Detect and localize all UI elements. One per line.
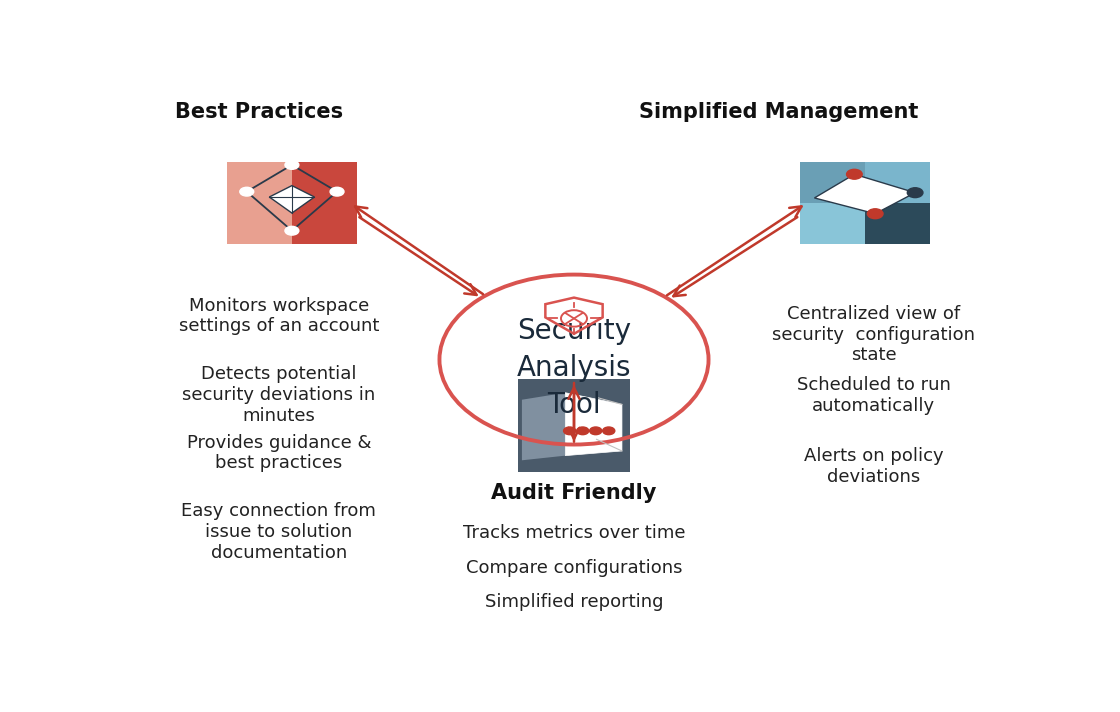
FancyBboxPatch shape: [292, 162, 357, 244]
Text: Best Practices: Best Practices: [175, 102, 343, 122]
Polygon shape: [566, 393, 622, 456]
Text: Centralized view of
security  configuration
state: Centralized view of security configurati…: [772, 305, 974, 365]
Circle shape: [589, 427, 601, 434]
Circle shape: [563, 427, 576, 434]
Text: Monitors workspace
settings of an account: Monitors workspace settings of an accoun…: [179, 296, 379, 335]
Text: Simplified reporting: Simplified reporting: [485, 593, 663, 611]
Circle shape: [284, 226, 299, 235]
Circle shape: [847, 169, 862, 179]
Text: Simplified Management: Simplified Management: [640, 102, 918, 122]
Polygon shape: [522, 393, 566, 460]
Text: Detects potential
security deviations in
minutes: Detects potential security deviations in…: [183, 365, 375, 424]
Circle shape: [284, 160, 299, 169]
Polygon shape: [269, 186, 315, 213]
Circle shape: [330, 187, 344, 196]
Circle shape: [603, 427, 615, 434]
FancyBboxPatch shape: [226, 162, 292, 244]
Text: Tracks metrics over time: Tracks metrics over time: [463, 524, 685, 542]
Text: Alerts on policy
deviations: Alerts on policy deviations: [804, 447, 943, 486]
FancyBboxPatch shape: [800, 204, 865, 244]
Text: Scheduled to run
automatically: Scheduled to run automatically: [796, 376, 951, 415]
Polygon shape: [814, 174, 915, 214]
Text: Compare configurations: Compare configurations: [466, 559, 682, 577]
Text: Provides guidance &
best practices: Provides guidance & best practices: [187, 434, 371, 472]
Text: Audit Friendly: Audit Friendly: [492, 483, 656, 503]
Circle shape: [867, 209, 883, 219]
FancyBboxPatch shape: [865, 162, 930, 204]
Text: Easy connection from
issue to solution
documentation: Easy connection from issue to solution d…: [181, 502, 376, 562]
FancyBboxPatch shape: [800, 162, 865, 204]
Circle shape: [240, 187, 254, 196]
Circle shape: [907, 188, 923, 198]
FancyBboxPatch shape: [517, 379, 631, 472]
Text: Security
Analysis
Tool: Security Analysis Tool: [516, 317, 632, 419]
Circle shape: [577, 427, 589, 434]
FancyBboxPatch shape: [865, 204, 930, 244]
